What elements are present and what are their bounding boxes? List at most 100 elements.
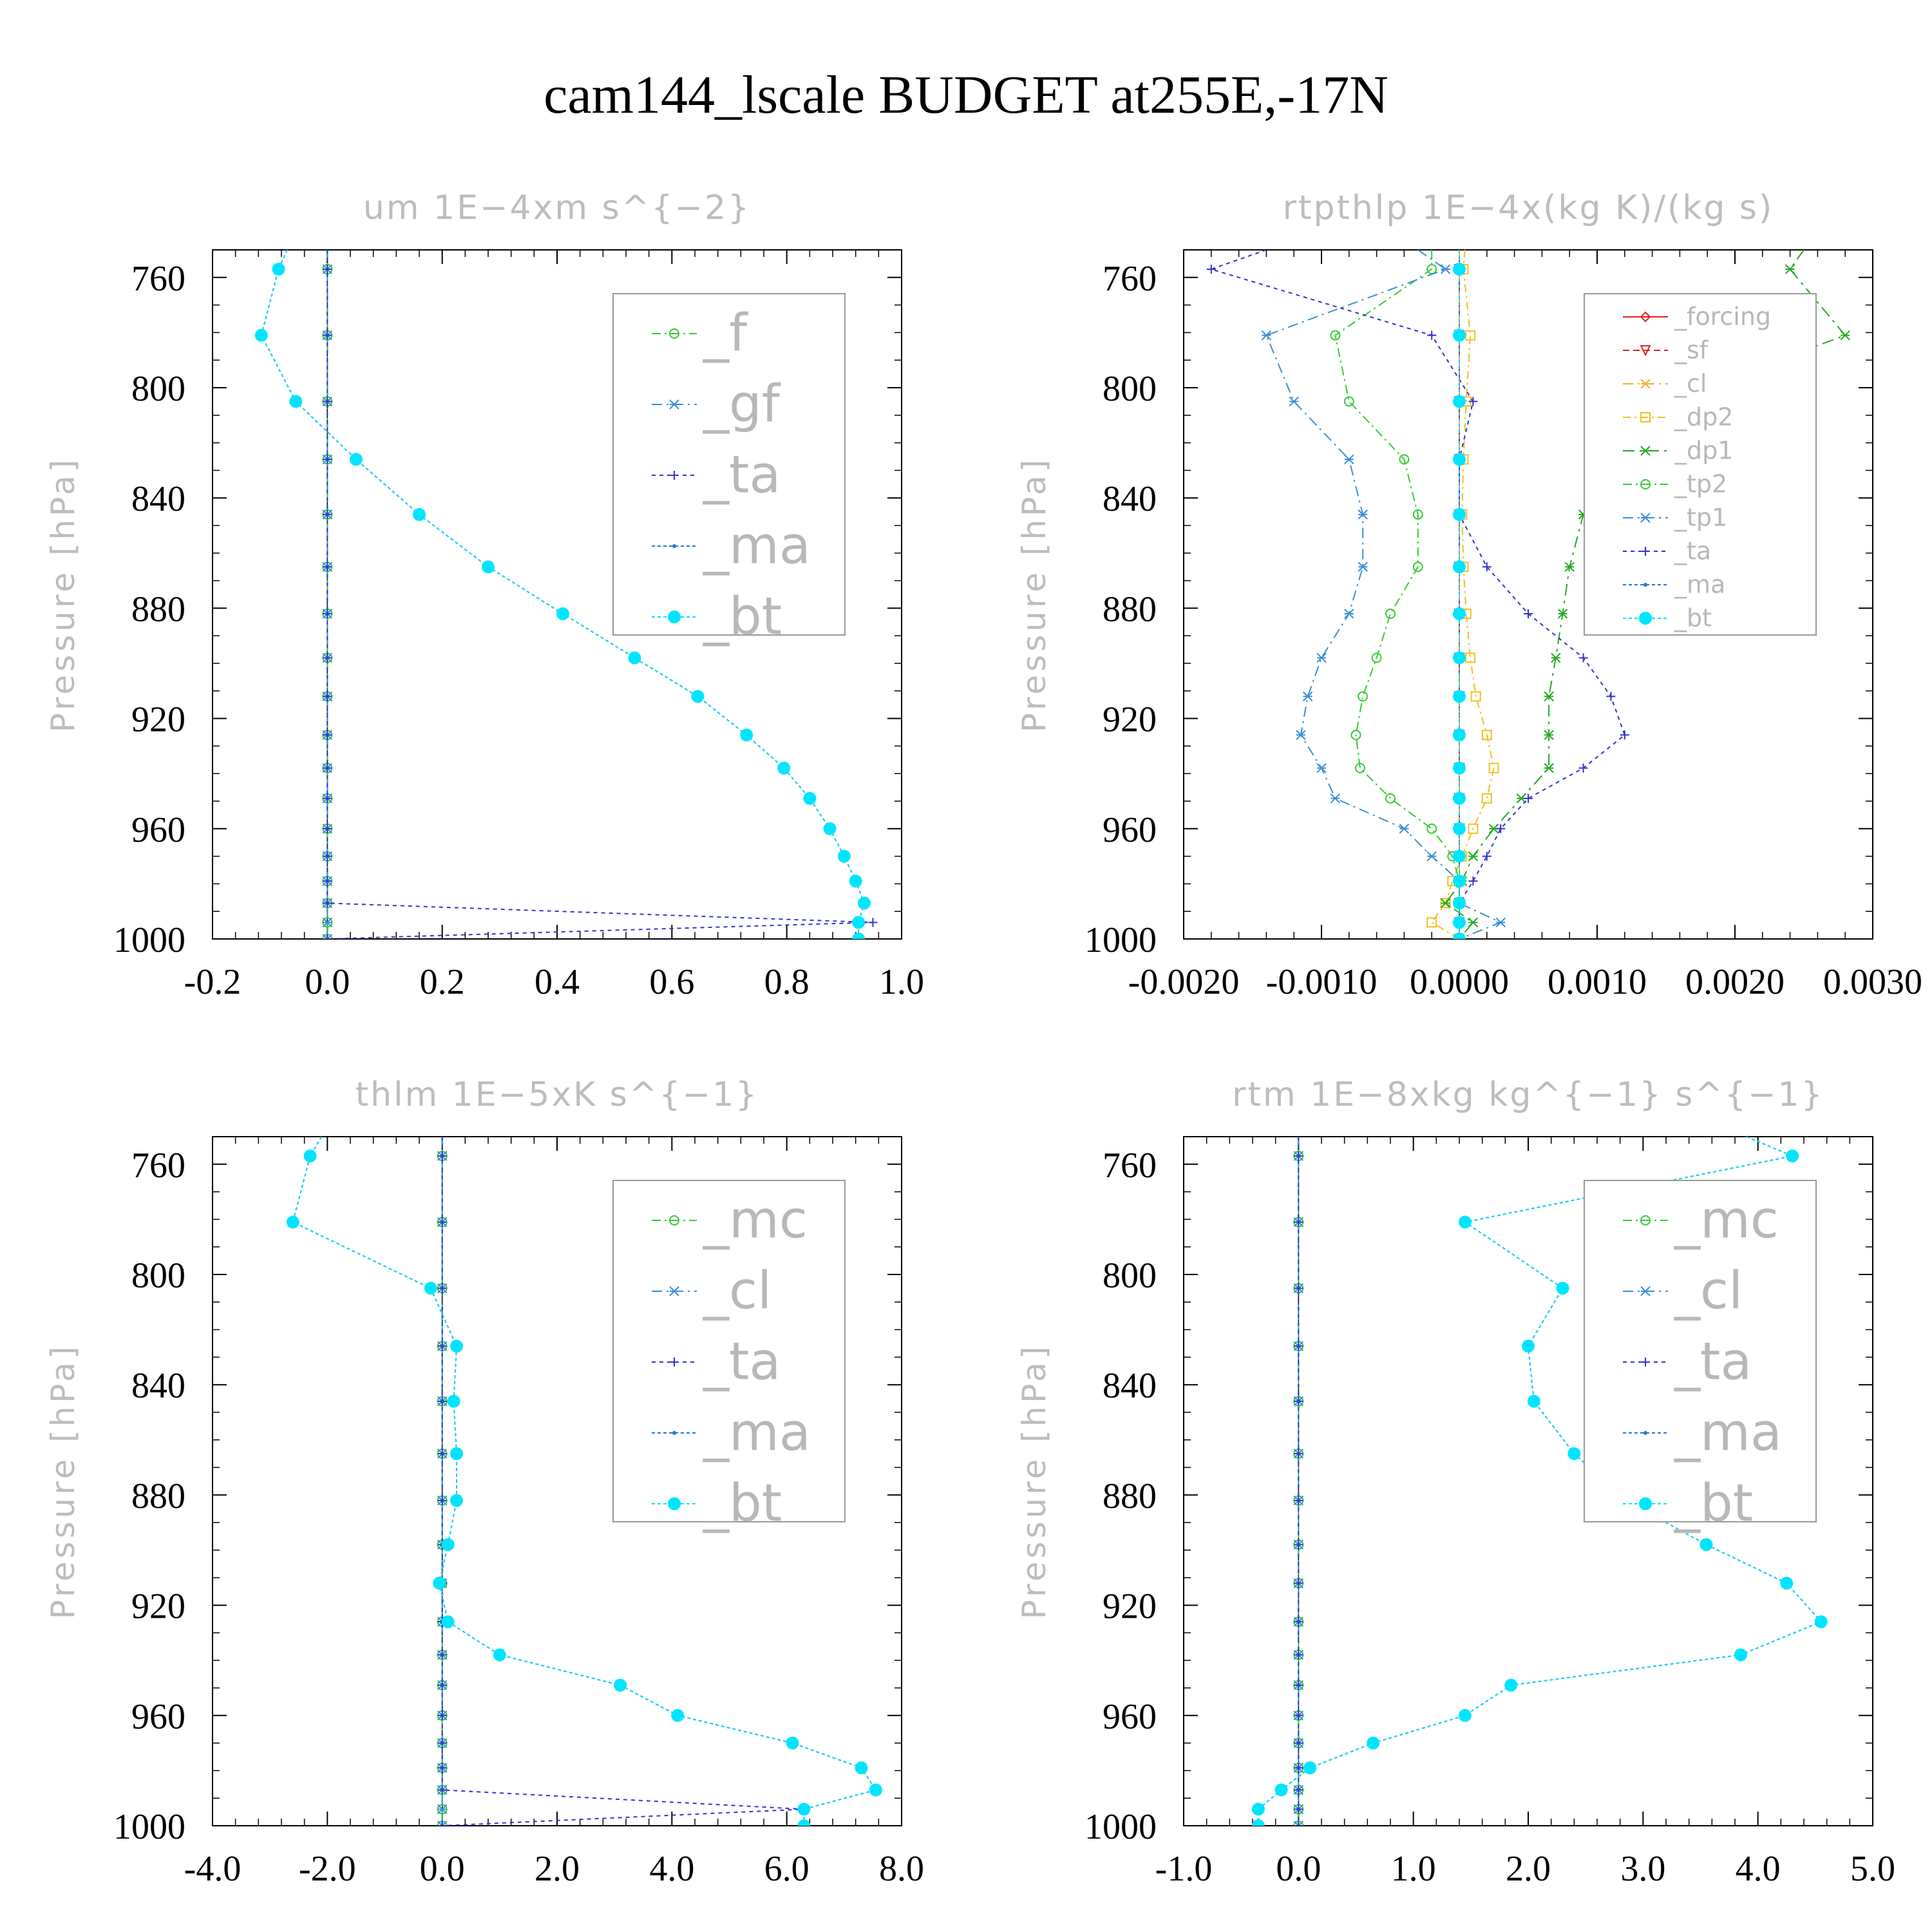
data-point: [323, 609, 332, 618]
data-point: [628, 651, 641, 665]
legend: _forcing _sf _cl _dp2 _dp1 _tp2 _tp1 _ta _ma _bt: [1584, 293, 1817, 636]
y-tick-label: 800: [131, 369, 185, 409]
x-tick-label: 2.0: [535, 1849, 580, 1889]
data-point: [1578, 653, 1588, 663]
data-point: [1734, 1648, 1747, 1662]
data-point: [1350, 730, 1361, 741]
data-point: [1440, 264, 1451, 274]
data-point: [493, 1648, 506, 1662]
data-point: [1426, 823, 1437, 834]
data-point: [1606, 692, 1616, 701]
data-point: [1453, 728, 1466, 742]
y-tick-label: 760: [1103, 259, 1157, 299]
data-point: [1294, 1680, 1303, 1690]
x-tick-label: 4.0: [649, 1849, 694, 1889]
data-point: [1294, 1283, 1303, 1293]
data-point: [413, 507, 426, 521]
data-point: [437, 1763, 447, 1773]
data-point: [1289, 396, 1299, 407]
data-point: [286, 1215, 299, 1229]
x-tick-label: 0.8: [764, 962, 810, 1002]
data-point: [254, 328, 268, 342]
data-point: [1458, 1215, 1472, 1229]
data-point: [323, 397, 332, 406]
data-point: [437, 1680, 447, 1690]
legend-label: _bt: [1674, 1473, 1753, 1533]
legend-box: [1584, 1180, 1817, 1522]
y-tick-label: 880: [1103, 1476, 1157, 1516]
data-point: [1399, 824, 1410, 834]
data-point: [1294, 1804, 1303, 1814]
data-point: [1453, 822, 1466, 835]
data-point: [1643, 583, 1647, 587]
x-tick-label: 3.0: [1620, 1849, 1665, 1889]
legend-label: _dp2: [1674, 403, 1733, 431]
legend-label: _sf: [1674, 336, 1709, 365]
data-point: [740, 728, 753, 742]
chart-panel-3: thlm 1E−5xK s^{−1} Pressure [hPa] -4.0 -2.0…: [44, 1075, 924, 1889]
data-point: [1522, 1340, 1535, 1353]
data-point: [450, 1340, 463, 1353]
data-point: [1453, 933, 1466, 939]
x-tick-label: -0.0010: [1266, 962, 1378, 1002]
x-tick-label: 8.0: [879, 1849, 924, 1889]
series-group: [1206, 250, 1850, 939]
y-tick-label: 1000: [113, 1807, 185, 1847]
data-point: [450, 1493, 463, 1507]
data-point: [837, 849, 851, 863]
data-point: [450, 1447, 463, 1461]
data-point: [691, 690, 705, 703]
x-tick-label: 0.0: [305, 962, 350, 1002]
data-point: [1524, 793, 1533, 803]
x-tick-label: 0.0000: [1410, 962, 1509, 1002]
y-tick-label: 760: [1103, 1146, 1157, 1186]
data-point: [323, 876, 332, 886]
data-point: [289, 395, 303, 408]
chart-panel-2: rtpthlp 1E−4x(kg K)/(kg s) Pressure [hPa]…: [1016, 189, 1922, 1002]
data-point: [1468, 917, 1479, 928]
series-group: [286, 1137, 882, 1826]
legend-label: _cl: [703, 1260, 772, 1320]
data-point: [1640, 479, 1651, 489]
data-point: [437, 1449, 447, 1459]
y-tick-label: 1000: [113, 920, 185, 960]
y-tick-label: 880: [131, 1476, 185, 1516]
data-point: [1453, 560, 1466, 574]
y-tick-label: 800: [1103, 1256, 1157, 1296]
panel-title: rtm 1E−8xkg kg^{−1} s^{−1}: [1232, 1075, 1824, 1114]
data-point: [1453, 507, 1466, 521]
data-point: [1453, 262, 1466, 276]
data-point: [1544, 762, 1554, 773]
x-tick-label: 1.0: [1391, 1849, 1436, 1889]
data-point: [323, 934, 332, 939]
data-point: [1470, 691, 1481, 702]
data-point: [323, 455, 332, 464]
data-point: [614, 1678, 627, 1692]
data-point: [1567, 1447, 1581, 1461]
data-point: [1294, 1785, 1303, 1795]
data-point: [323, 692, 332, 701]
legend-label: _bt: [703, 1473, 782, 1533]
data-point: [1385, 793, 1396, 804]
legend-label: _ma: [703, 1402, 811, 1462]
data-point: [441, 1538, 455, 1551]
data-point: [323, 653, 332, 663]
data-point: [1524, 609, 1533, 618]
legend-label: _bt: [1674, 604, 1712, 632]
series-group: [1251, 1137, 1828, 1826]
data-point: [1294, 1217, 1303, 1227]
data-point: [1641, 1358, 1650, 1367]
data-point: [1482, 851, 1492, 861]
data-point: [1371, 652, 1382, 663]
data-point: [437, 1396, 447, 1406]
data-point: [672, 1431, 676, 1435]
data-point: [1814, 1615, 1828, 1629]
data-point: [482, 560, 495, 574]
x-tick-label: -2.0: [299, 1849, 356, 1889]
data-point: [1453, 395, 1466, 408]
y-tick-label: 920: [1103, 1587, 1157, 1627]
data-point: [869, 1783, 882, 1797]
data-point: [1367, 1736, 1380, 1750]
legend-label: _tp2: [1674, 470, 1727, 498]
data-point: [1294, 1396, 1303, 1406]
